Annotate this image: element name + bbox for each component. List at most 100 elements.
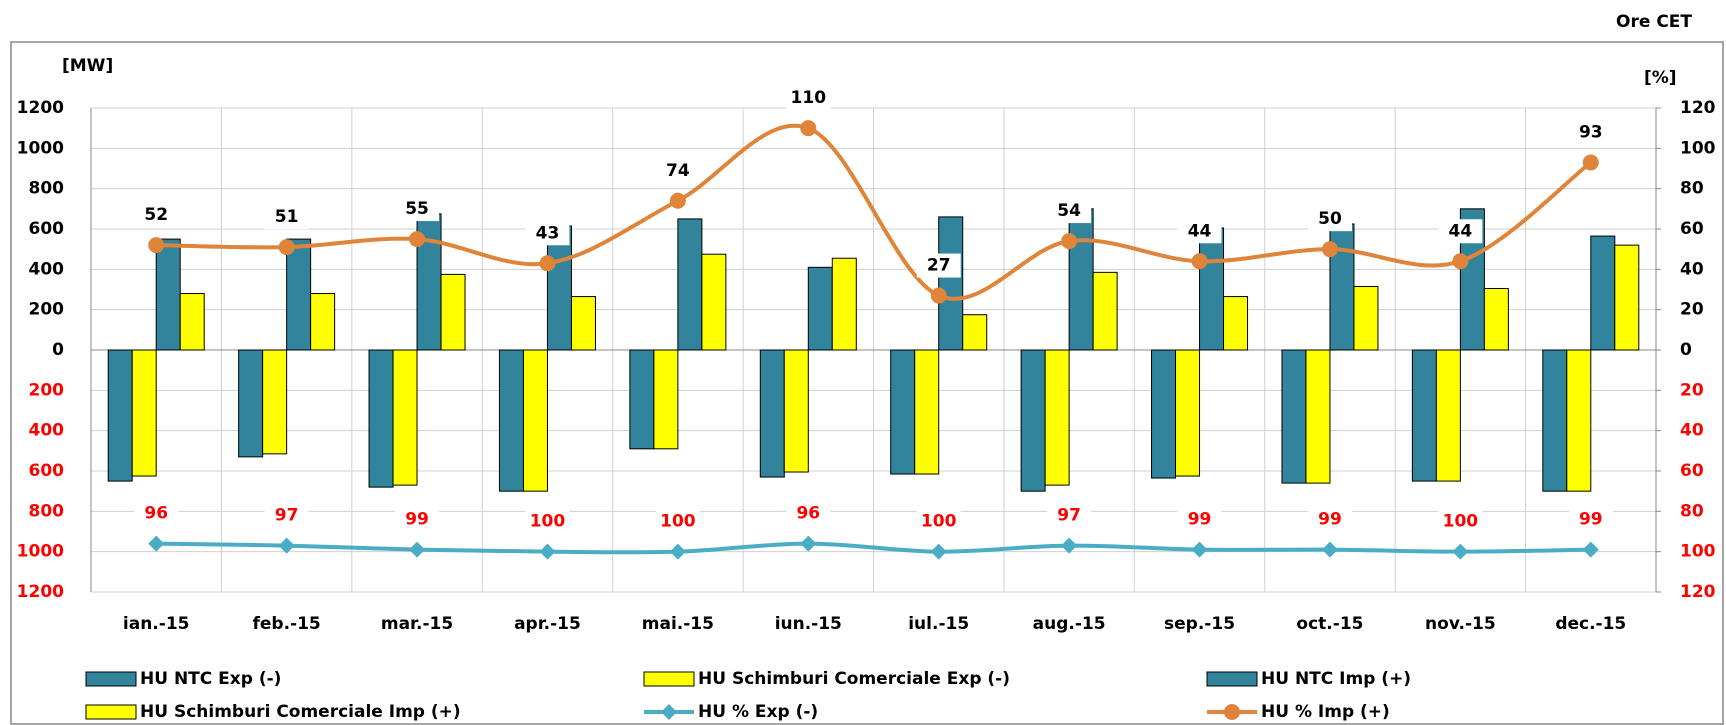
- y-tick-label: 200: [29, 380, 65, 400]
- y2-tick-label: 100: [1680, 138, 1716, 158]
- data-label: 97: [275, 506, 299, 526]
- y-axis-label: [MW]: [62, 56, 113, 76]
- data-label: 97: [1057, 506, 1081, 526]
- bar: [1044, 349, 1070, 486]
- data-label-bg: [916, 253, 961, 278]
- y2-tick-label: 40: [1680, 259, 1704, 279]
- bar: [890, 349, 916, 475]
- bar: [783, 349, 809, 473]
- y-tick-label: 200: [29, 300, 65, 320]
- y2-tick-label: 60: [1680, 461, 1704, 481]
- bar: [914, 349, 940, 475]
- y-tick-label: 400: [29, 259, 65, 279]
- bar: [831, 257, 857, 351]
- data-label-bg: [1438, 509, 1483, 534]
- bar: [498, 349, 524, 492]
- bar: [546, 225, 572, 351]
- data-label-bg: [916, 509, 961, 534]
- legend-swatch: [85, 671, 137, 687]
- y-tick-label: 0: [52, 340, 64, 360]
- point: [148, 237, 165, 254]
- x-tick-label: mai.-15: [642, 614, 714, 634]
- bar: [1590, 235, 1616, 351]
- legend-label: HU Schimburi Comerciale Imp (+): [140, 702, 461, 722]
- legend-swatch: [85, 704, 137, 720]
- y2-tick-label: 120: [1680, 582, 1716, 602]
- x-tick-label: apr.-15: [514, 614, 581, 634]
- point: [539, 543, 556, 560]
- bar: [238, 349, 264, 458]
- data-label-bg: [1568, 507, 1613, 532]
- bar: [310, 293, 336, 351]
- x-tick-label: oct.-15: [1296, 614, 1363, 634]
- bar: [262, 349, 288, 455]
- y2-tick-label: 60: [1680, 219, 1704, 239]
- data-label: 100: [660, 512, 696, 532]
- legend-label: HU Schimburi Comerciale Exp (-): [698, 669, 1010, 689]
- bar: [1305, 349, 1331, 484]
- data-label: 96: [144, 504, 168, 524]
- data-label: 99: [1579, 510, 1603, 530]
- data-label: 44: [1449, 221, 1473, 241]
- point: [148, 535, 165, 552]
- y-tick-label: 1200: [17, 98, 64, 118]
- point: [1061, 537, 1078, 554]
- bar: [1151, 349, 1177, 479]
- data-label: 44: [1188, 221, 1212, 241]
- bar: [1092, 271, 1118, 351]
- bar: [1353, 285, 1379, 351]
- x-tick-label: aug.-15: [1033, 614, 1106, 634]
- data-label-bg: [525, 221, 570, 246]
- legend-label: HU NTC Imp (+): [1261, 669, 1411, 689]
- data-label-bg: [395, 507, 440, 532]
- point: [278, 537, 295, 554]
- x-tick-label: ian.-15: [123, 614, 190, 634]
- data-label-bg: [1177, 219, 1222, 244]
- bar: [1199, 227, 1225, 351]
- y2-tick-label: 80: [1680, 501, 1704, 521]
- y-tick-label: 1000: [17, 138, 64, 158]
- bar: [1411, 349, 1437, 482]
- data-label-bg: [134, 501, 179, 526]
- data-label: 74: [666, 161, 690, 181]
- y2-tick-label: 40: [1680, 421, 1704, 441]
- data-label: 50: [1318, 209, 1342, 229]
- bar: [392, 349, 418, 486]
- note: Ore CET: [1616, 12, 1692, 32]
- point: [1061, 233, 1078, 250]
- bar: [1223, 296, 1249, 351]
- y2-tick-label: 80: [1680, 179, 1704, 199]
- bar: [570, 296, 596, 351]
- x-tick-label: dec.-15: [1555, 614, 1626, 634]
- data-label: 27: [927, 256, 951, 276]
- legend-label: HU NTC Exp (-): [140, 669, 281, 689]
- y2-tick-label: 20: [1680, 300, 1704, 320]
- point: [539, 255, 556, 272]
- point: [669, 192, 686, 209]
- legend-marker: [1224, 704, 1240, 720]
- x-tick-label: iul.-15: [908, 614, 969, 634]
- legend-label: HU % Exp (-): [698, 702, 818, 722]
- point: [1191, 541, 1208, 558]
- y-tick-label: 800: [29, 179, 65, 199]
- y2-tick-label: 120: [1680, 98, 1716, 118]
- point: [278, 239, 295, 256]
- data-label: 100: [530, 512, 566, 532]
- bar: [807, 266, 833, 351]
- bar: [629, 349, 655, 450]
- y-tick-label: 800: [29, 501, 65, 521]
- x-tick-label: sep.-15: [1164, 614, 1235, 634]
- data-label-bg: [134, 203, 179, 228]
- data-label: 43: [536, 223, 560, 243]
- data-label: 99: [405, 510, 429, 530]
- data-label: 100: [921, 512, 957, 532]
- data-label-bg: [1047, 199, 1092, 224]
- x-tick-label: mar.-15: [381, 614, 453, 634]
- data-label-bg: [786, 86, 831, 111]
- y-tick-label: 1200: [17, 582, 64, 602]
- y-tick-label: 400: [29, 421, 65, 441]
- legend-marker: [661, 704, 677, 720]
- data-label: 51: [275, 207, 299, 227]
- data-label-bg: [264, 205, 309, 230]
